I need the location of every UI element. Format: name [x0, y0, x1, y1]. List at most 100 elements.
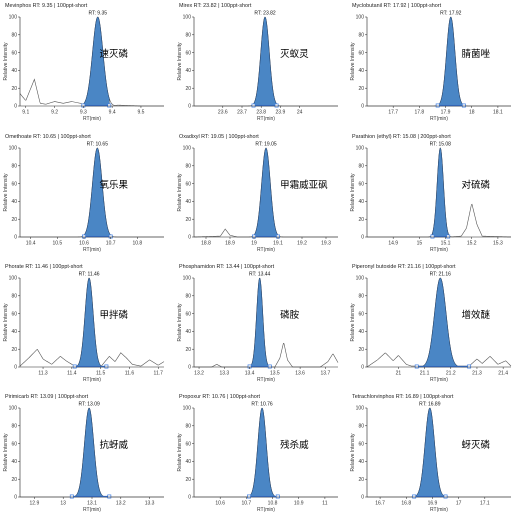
- y-tick-label: 0: [361, 104, 364, 110]
- compound-annotation: 腈菌唑: [461, 48, 491, 60]
- chromatogram-panel: Tetrachlorvinphos RT: 16.89 | 100ppt-sho…: [349, 392, 517, 516]
- chromatogram-panel: Propoxur RT: 10.76 | 100ppt-short 0 20 40 60…: [176, 392, 344, 516]
- peak-area: [253, 16, 277, 107]
- x-axis-label: RT(min): [83, 507, 101, 513]
- y-tick-label: 0: [188, 495, 191, 501]
- y-axis-label: Relative Intensity: [350, 433, 356, 472]
- y-tick-label: 100: [356, 146, 365, 152]
- axes-frame: [366, 17, 511, 107]
- chromatogram-panel: Parathion (ethyl) RT: 15.08 | 200ppt-sho…: [349, 132, 517, 256]
- panel-title: Myclobutanil RT: 17.92 | 100ppt-short: [352, 3, 442, 9]
- y-tick-label: 40: [185, 329, 191, 335]
- y-tick-label: 80: [11, 424, 17, 430]
- chromatogram-panel: Phorate RT: 11.46 | 100ppt-short 0 20 40 60 8…: [2, 262, 170, 386]
- x-tick-label: 13.1: [87, 501, 97, 507]
- panel-title: Parathion (ethyl) RT: 15.08 | 200ppt-sho…: [352, 134, 451, 140]
- x-tick-label: 21: [396, 371, 402, 377]
- peak-boundary-marker: [104, 364, 109, 369]
- y-tick-label: 80: [185, 294, 191, 300]
- x-tick-label: 13.2: [116, 501, 126, 507]
- y-axis-label: Relative Intensity: [3, 42, 9, 81]
- y-tick-label: 100: [183, 146, 192, 152]
- panel-title: Oxadixyl RT: 19.05 | 100ppt-short: [179, 134, 259, 140]
- x-tick-label: 21.1: [420, 371, 430, 377]
- x-tick-label: 21.2: [446, 371, 456, 377]
- peak-boundary-marker: [430, 234, 435, 239]
- y-tick-label: 20: [185, 347, 191, 353]
- panel-title: Mevinphos RT: 9.35 | 100ppt-short: [5, 3, 88, 9]
- y-tick-label: 20: [11, 86, 17, 92]
- peak-area: [83, 16, 110, 107]
- y-tick-label: 20: [11, 477, 17, 483]
- y-tick-label: 40: [185, 459, 191, 465]
- y-axis-label: Relative Intensity: [177, 433, 183, 472]
- compound-annotation: 对硫磷: [461, 179, 491, 191]
- compound-annotation: 增效醚: [461, 309, 491, 321]
- y-tick-label: 80: [11, 164, 17, 170]
- retention-time-label: RT: 16.89: [419, 402, 441, 408]
- compound-annotation: 甲霜威亚砜: [280, 179, 328, 191]
- chromatogram-panel: Myclobutanil RT: 17.92 | 100ppt-short 0 20…: [349, 1, 517, 125]
- y-tick-label: 20: [11, 217, 17, 223]
- x-tick-label: 14.9: [388, 241, 398, 247]
- x-tick-label: 10.6: [79, 241, 89, 247]
- y-tick-label: 0: [14, 495, 17, 501]
- y-axis-label: Relative Intensity: [350, 173, 356, 212]
- y-tick-label: 60: [358, 181, 364, 187]
- compound-annotation: 磷胺: [280, 309, 300, 321]
- y-tick-label: 100: [9, 406, 18, 412]
- y-tick-label: 80: [358, 33, 364, 39]
- peak-boundary-marker: [274, 103, 279, 108]
- y-tick-label: 60: [11, 441, 17, 447]
- y-axis-label: Relative Intensity: [350, 303, 356, 342]
- peak-boundary-marker: [461, 103, 466, 108]
- y-tick-label: 60: [185, 50, 191, 56]
- y-tick-label: 40: [358, 68, 364, 74]
- compound-annotation: 速灭磷: [99, 48, 128, 60]
- retention-time-label: RT: 17.92: [440, 11, 462, 17]
- y-tick-label: 60: [358, 50, 364, 56]
- x-tick-label: 17: [456, 501, 462, 507]
- x-tick-label: 13.3: [145, 501, 155, 507]
- x-axis-label: RT(min): [430, 377, 448, 383]
- signal-trace: [194, 278, 339, 368]
- peak-boundary-marker: [414, 364, 419, 369]
- chromatogram-panel: Oxadixyl RT: 19.05 | 100ppt-short 0 20 40 60…: [176, 132, 344, 256]
- retention-time-label: RT: 11.46: [79, 272, 100, 278]
- chromatogram-panel: Omethoate RT: 10.65 | 100ppt-short 0 20 40 6…: [2, 132, 170, 256]
- peak-boundary-marker: [107, 103, 112, 108]
- y-tick-label: 40: [11, 459, 17, 465]
- y-tick-label: 100: [9, 15, 18, 21]
- x-tick-label: 10.8: [132, 241, 142, 247]
- peak-boundary-marker: [412, 494, 417, 499]
- x-axis-label: RT(min): [257, 116, 275, 122]
- y-axis-label: Relative Intensity: [350, 42, 356, 81]
- chromatogram-plot: 0 20 40 60 80 100 23.6 23.7 23.8 23.9 24 RT(min) Rel…: [177, 11, 338, 122]
- x-tick-label: 16.7: [375, 501, 385, 507]
- x-tick-label: 9.5: [137, 110, 144, 116]
- peak-boundary-marker: [107, 494, 112, 499]
- y-tick-label: 100: [183, 406, 192, 412]
- retention-time-label: RT: 13.44: [249, 272, 271, 278]
- retention-time-label: RT: 10.65: [87, 142, 109, 148]
- compound-annotation: 抗蚜威: [99, 439, 128, 451]
- x-axis-label: RT(min): [430, 507, 448, 513]
- chromatogram-plot: 0 20 40 60 80 100 14.9 15 15.1 15.2 15.3 RT(min) Rel…: [350, 142, 512, 253]
- peak-boundary-marker: [467, 364, 472, 369]
- chromatogram-plot: 0 20 40 60 80 100 11.3 11.4 11.5 11.6 11.7 RT(min) R…: [3, 272, 165, 383]
- panel-title: Pirimicarb RT: 13.09 | 100ppt-short: [5, 394, 89, 400]
- x-tick-label: 23.9: [276, 110, 286, 116]
- y-tick-label: 20: [358, 477, 364, 483]
- x-tick-label: 13.4: [245, 371, 255, 377]
- y-tick-label: 40: [11, 68, 17, 74]
- y-tick-label: 60: [358, 311, 364, 317]
- peak-area: [437, 16, 465, 107]
- x-tick-label: 15.3: [493, 241, 503, 247]
- panel-title: Propoxur RT: 10.76 | 100ppt-short: [179, 394, 261, 400]
- peak-boundary-marker: [435, 103, 440, 108]
- x-tick-label: 19.3: [321, 241, 331, 247]
- compound-annotation: 甲拌磷: [99, 309, 128, 321]
- x-tick-label: 11.3: [38, 371, 48, 377]
- x-tick-label: 24: [297, 110, 303, 116]
- x-tick-label: 10.7: [106, 241, 116, 247]
